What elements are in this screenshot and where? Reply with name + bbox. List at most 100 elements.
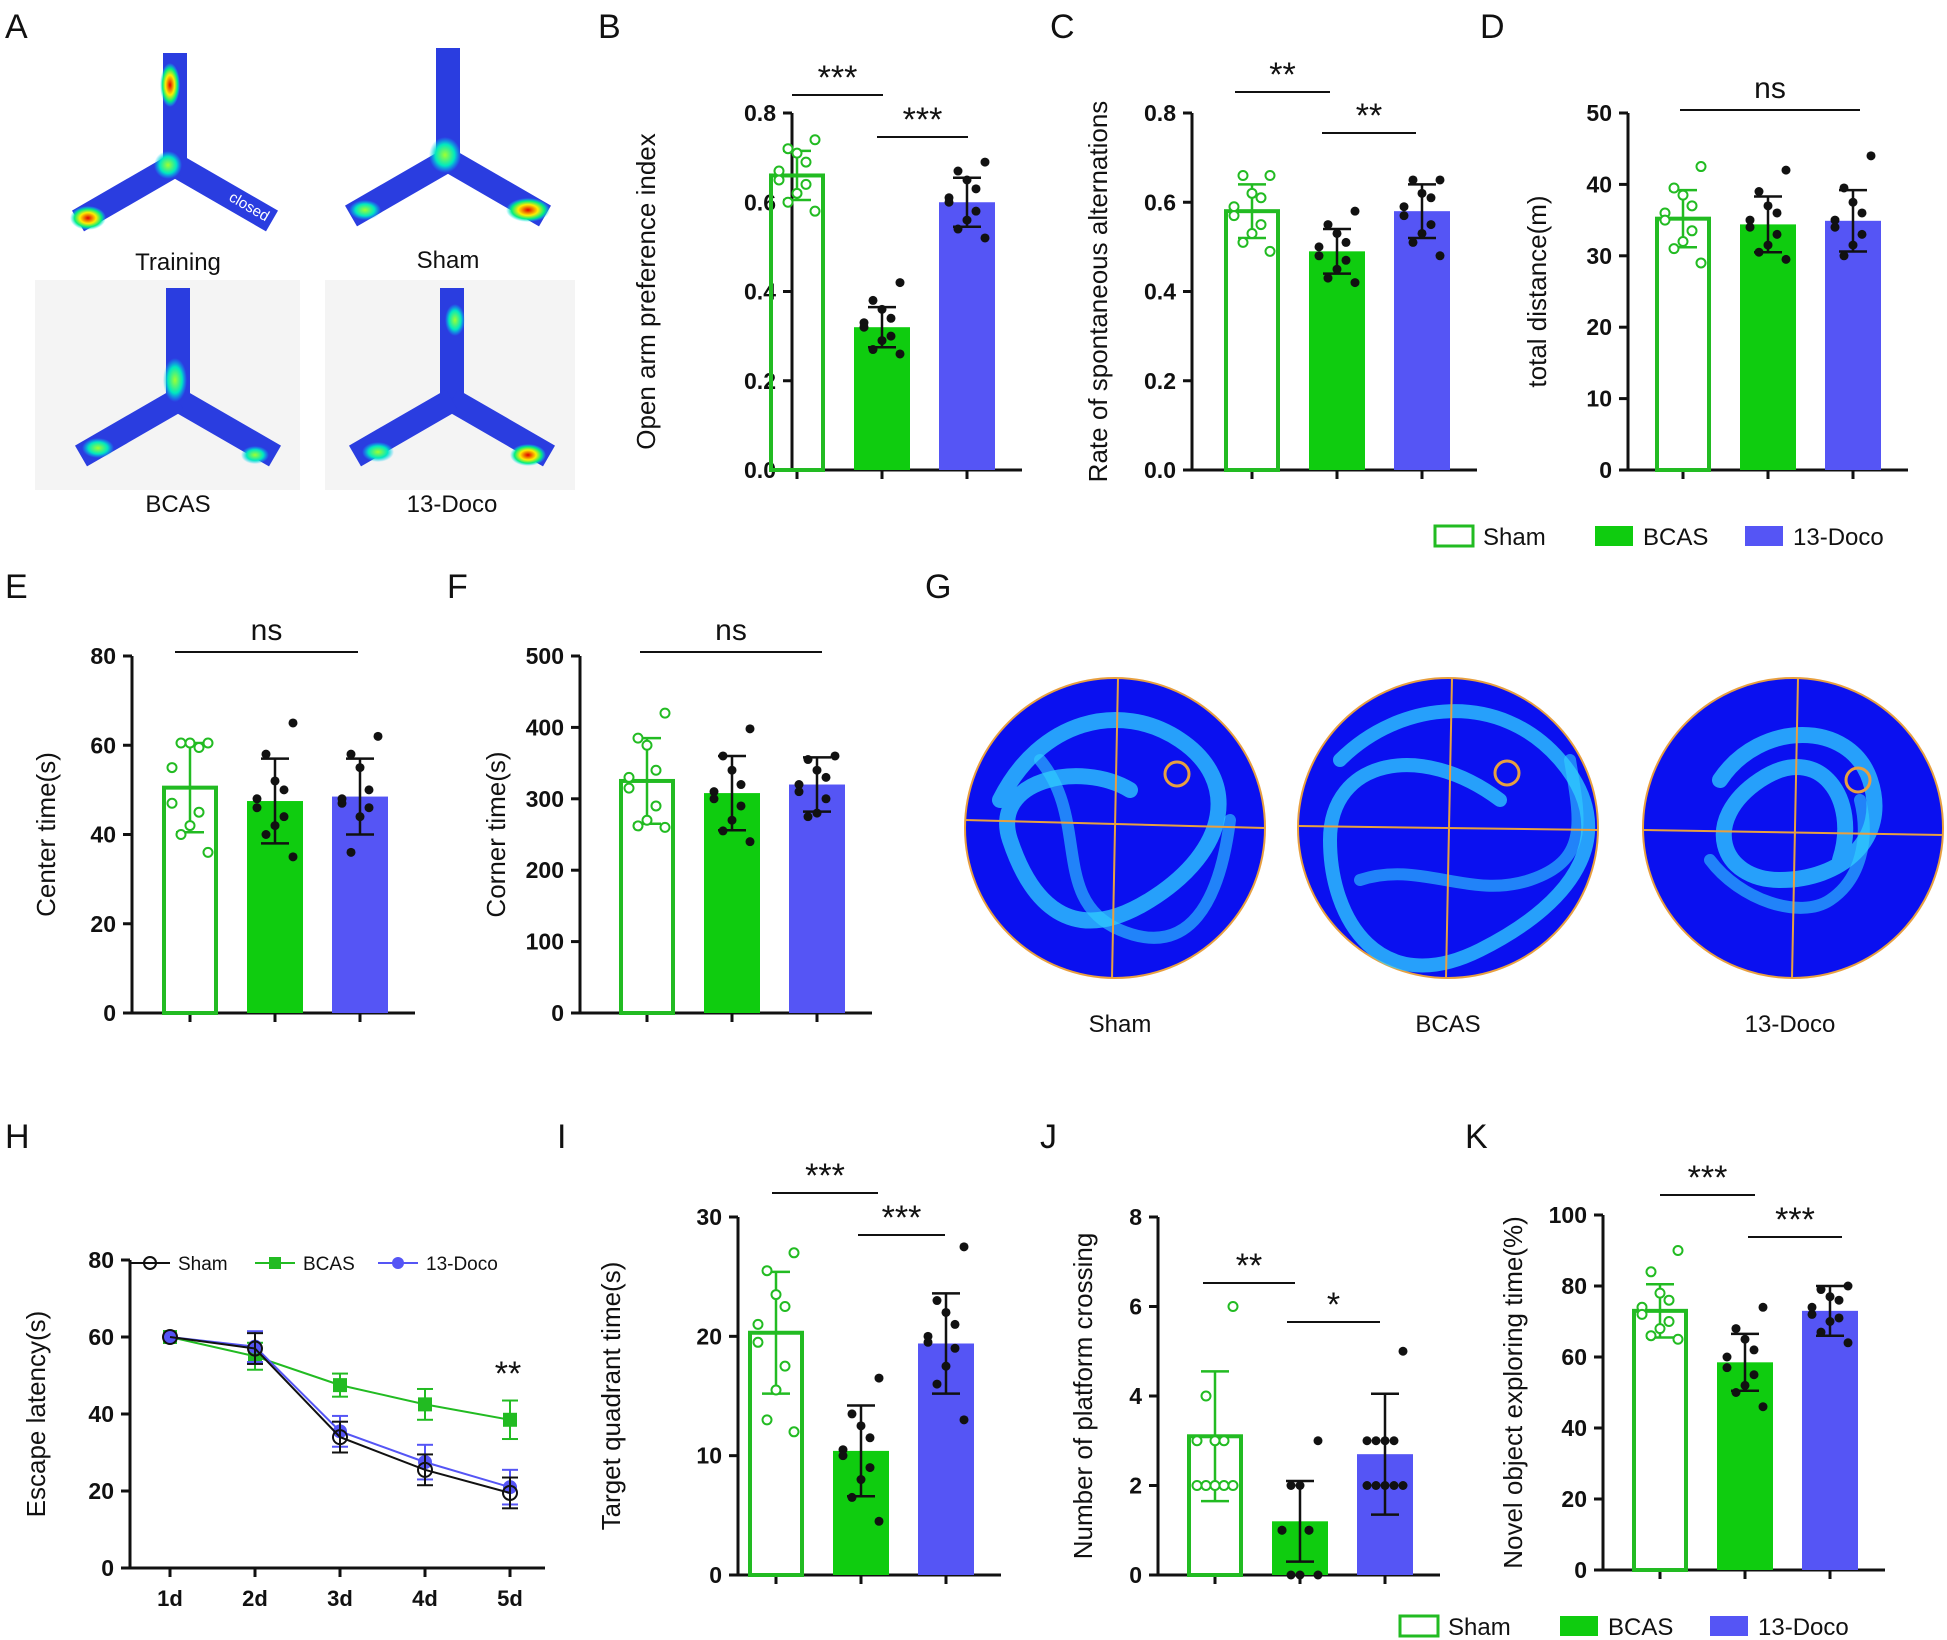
legend-swatch-sham (1433, 524, 1475, 548)
legend-marker (269, 1257, 281, 1269)
data-point (779, 1360, 791, 1372)
data-point (1857, 208, 1867, 218)
data-point (803, 812, 813, 822)
data-point (761, 1414, 773, 1426)
ymaze-label-doco: 13-Doco (407, 491, 498, 518)
data-point (202, 737, 214, 749)
data-point (1246, 227, 1258, 239)
data-point (812, 808, 822, 818)
data-point (1749, 1370, 1759, 1380)
data-point (971, 184, 981, 194)
data-point (859, 322, 869, 332)
y-tick-label: 20 (88, 1478, 114, 1504)
data-point (752, 1318, 764, 1330)
data-point (288, 718, 298, 728)
data-point (1332, 264, 1342, 274)
y-tick-label: 500 (526, 643, 564, 669)
data-point (659, 821, 671, 833)
data-point (1218, 1435, 1230, 1447)
significance-label: ns (715, 614, 747, 647)
chart-h: H 0 20 40 60 80 Escape latency(s) 1d 2d 3d 4d 5d ** S… (5, 1118, 545, 1611)
data-point (1371, 1436, 1381, 1446)
data-point (1740, 1334, 1750, 1344)
data-point (1191, 1435, 1203, 1447)
legend-1: Sham BCAS 13-Doco (1433, 524, 1884, 551)
legend-swatch-bcas (1595, 526, 1633, 546)
data-point (1763, 240, 1773, 250)
data-point (279, 812, 289, 822)
data-point (1332, 228, 1342, 238)
y-tick-label: 2 (1129, 1473, 1142, 1499)
significance-label: ** (1356, 97, 1382, 135)
data-point (1314, 251, 1324, 261)
data-point (962, 215, 972, 225)
y-axis-label: Novel object exploring time(%) (1498, 1216, 1528, 1569)
data-point (1843, 1281, 1853, 1291)
significance-label: *** (882, 1199, 922, 1237)
data-point (1264, 245, 1276, 257)
data-point (1645, 1330, 1657, 1342)
data-point (1228, 210, 1240, 222)
data-point (193, 741, 205, 753)
data-point (1695, 257, 1707, 269)
data-point (791, 187, 803, 199)
data-point (1677, 189, 1689, 201)
ymaze-label-sham: Sham (417, 247, 480, 274)
panel-f-letter: F (447, 568, 468, 606)
data-point (355, 763, 365, 773)
legend-label-bcas: BCAS (1608, 1614, 1673, 1640)
data-point (874, 1373, 884, 1383)
panel-g-letter: G (925, 568, 951, 606)
panel-j-letter: J (1040, 1118, 1057, 1156)
data-point (800, 178, 812, 190)
data-point (202, 846, 214, 858)
bar-sham (1655, 216, 1711, 472)
data-point (1246, 187, 1258, 199)
y-tick-label: 60 (1561, 1344, 1587, 1370)
data-point (1314, 242, 1324, 252)
significance-label: *** (1688, 1159, 1728, 1197)
bar-13doco (939, 202, 995, 470)
data-point (800, 156, 812, 168)
bar-13doco (1394, 211, 1450, 471)
data-point (959, 1415, 969, 1425)
data-point (1843, 1338, 1853, 1348)
data-point (1672, 1333, 1684, 1345)
data-point (950, 1319, 960, 1329)
data-point (1408, 237, 1418, 247)
data-point (1237, 169, 1249, 181)
data-point (745, 724, 755, 734)
x-tick-label: 3d (327, 1586, 353, 1611)
data-point (270, 776, 280, 786)
significance-label: * (1327, 1286, 1340, 1324)
data-point (770, 1289, 782, 1301)
data-point (1825, 1292, 1835, 1302)
data-point (1371, 1481, 1381, 1490)
legend-label: BCAS (303, 1254, 355, 1275)
data-point (1663, 1294, 1675, 1306)
data-point (337, 798, 347, 808)
data-point (1731, 1388, 1741, 1397)
legend-swatch-bcas (1560, 1616, 1598, 1636)
data-point (1237, 236, 1249, 248)
data-point (641, 739, 653, 751)
data-point (1772, 229, 1782, 239)
data-point (1722, 1352, 1732, 1362)
data-point (761, 1265, 773, 1277)
y-tick-label: 10 (696, 1443, 722, 1469)
data-point (175, 737, 187, 749)
data-point (1218, 1480, 1230, 1491)
data-point (865, 1433, 875, 1443)
data-point (1295, 1570, 1305, 1580)
data-point (1264, 169, 1276, 181)
data-point (1866, 151, 1876, 161)
data-point (709, 794, 719, 804)
data-point (1857, 229, 1867, 239)
data-point (727, 815, 737, 825)
data-point (641, 814, 653, 826)
y-axis-label: Open arm preference index (631, 133, 661, 450)
data-point (1722, 1363, 1732, 1373)
y-axis-label: Escape latency(s) (21, 1311, 51, 1518)
